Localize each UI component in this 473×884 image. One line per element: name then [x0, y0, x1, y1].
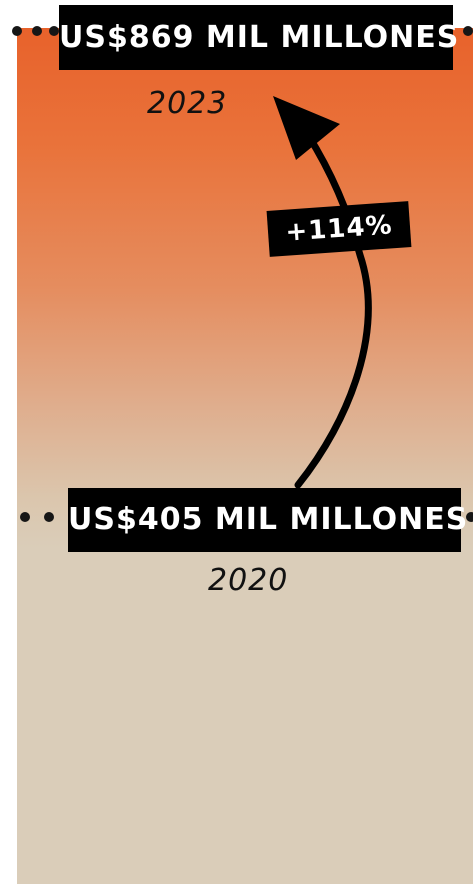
- guide-dot: [32, 26, 42, 36]
- background-panel: [17, 28, 473, 884]
- guide-dot: [466, 512, 473, 522]
- category-label-2020: 2020: [208, 563, 289, 598]
- value-label-2023: US$869 MIL MILLONES: [59, 5, 458, 70]
- guide-dot: [49, 26, 59, 36]
- guide-dot: [463, 26, 473, 36]
- guide-dot: [44, 512, 54, 522]
- category-label-2023: 2023: [147, 86, 228, 121]
- arrow-head-icon: [273, 96, 340, 160]
- guide-dot: [12, 26, 22, 36]
- value-label-2020: US$405 MIL MILLONES: [68, 488, 467, 552]
- guide-dot: [20, 512, 30, 522]
- arrow-shaft: [294, 131, 372, 489]
